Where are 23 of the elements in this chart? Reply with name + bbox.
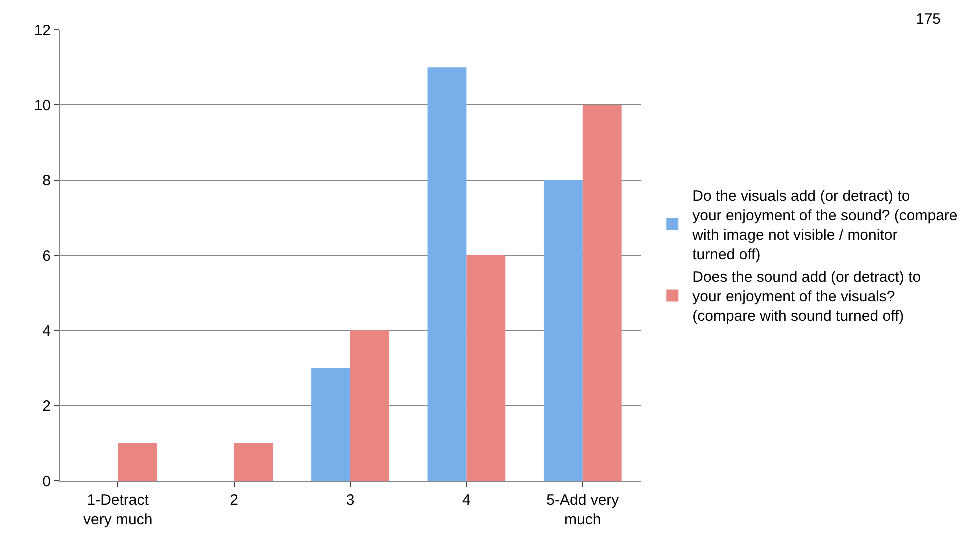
- bar: [350, 330, 390, 481]
- x-tick-label: 3: [346, 492, 355, 509]
- bar: [428, 68, 467, 481]
- x-tick-label: 1-Detract very much: [84, 492, 153, 528]
- y-tick-label: 8: [42, 172, 51, 190]
- bar: [234, 443, 274, 481]
- text: 175: [916, 11, 942, 28]
- bar: [466, 256, 506, 481]
- y-tick-label: 4: [42, 322, 51, 340]
- y-tick-label: 0: [42, 473, 51, 490]
- x-tick-label: 5-Add very much: [546, 492, 620, 528]
- x-tick-label: 2: [230, 492, 238, 509]
- bar: [582, 105, 622, 481]
- bar: [544, 180, 583, 481]
- bar: [118, 443, 158, 481]
- legend-label: Does the sound add (or detract) to your enjoyment of the visuals? (compare with sound turned off): [692, 269, 922, 326]
- legend-label: Do the visuals add (or detract) to your enjoyment of the sound? (compare with image not visible / monitor turned off): [692, 188, 958, 264]
- bar: [312, 368, 350, 481]
- y-tick-label: 10: [34, 97, 51, 114]
- y-tick-label: 12: [34, 22, 51, 40]
- y-tick-label: 2: [42, 398, 51, 416]
- x-tick-label: 4: [462, 492, 471, 509]
- y-tick-label: 6: [42, 248, 51, 265]
